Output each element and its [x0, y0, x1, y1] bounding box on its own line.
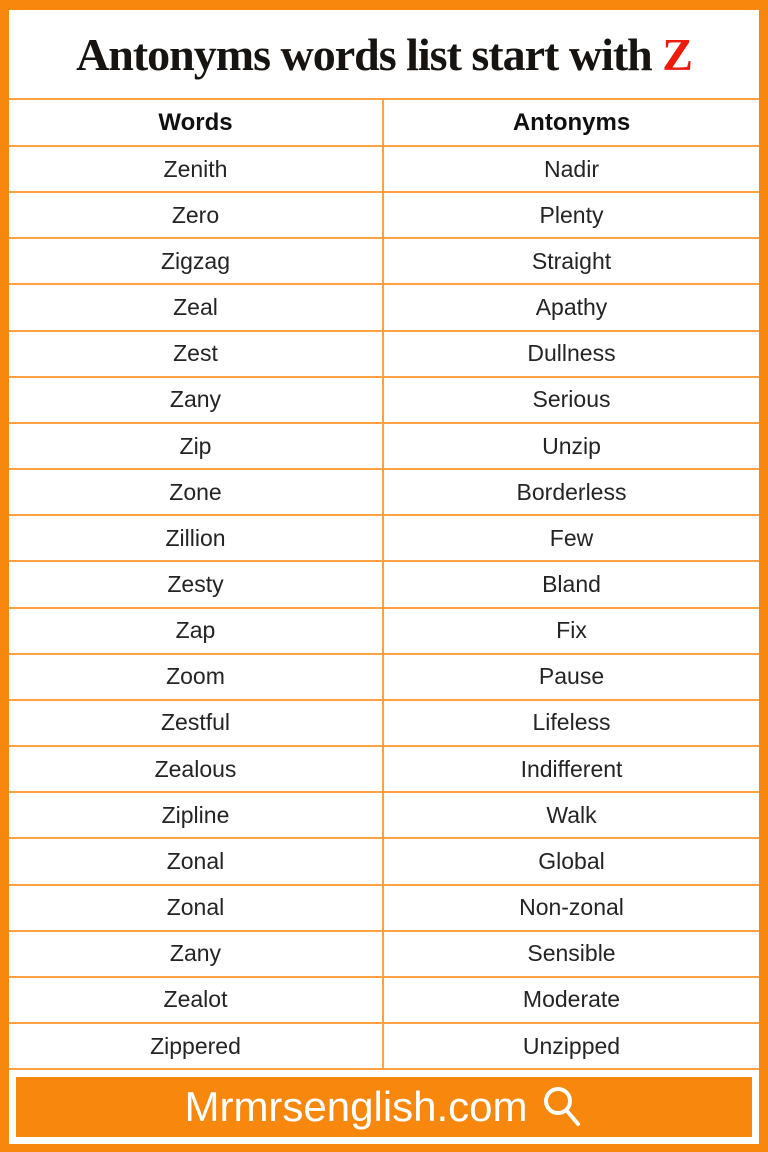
- table-row: Zipline Walk: [9, 793, 759, 840]
- word-cell: Zero: [9, 193, 384, 238]
- title-text: Antonyms words list start with: [76, 28, 653, 80]
- word-cell: Zany: [9, 377, 384, 422]
- antonym-cell: Few: [549, 524, 594, 551]
- word-cell: Zippered: [9, 1023, 384, 1069]
- column-header-antonyms: Antonyms: [512, 108, 631, 136]
- table-row: Zealot Moderate: [9, 977, 759, 1024]
- antonym-cell: Serious: [532, 386, 611, 413]
- word-cell: Zone: [9, 470, 384, 515]
- antonym-cell: Dullness: [527, 340, 616, 367]
- table-row: Zippered Unzipped: [9, 1023, 759, 1071]
- table-row: Zealous Indifferent: [9, 747, 759, 794]
- antonyms-table: Words Antonyms Zenith Nadir Zero Plenty Zigz…: [9, 98, 759, 1071]
- word-cell: Zealous: [9, 747, 384, 792]
- table-row: Zap Fix: [9, 608, 759, 655]
- word-cell: Zillion: [9, 516, 384, 561]
- table-row: Zany Serious: [9, 377, 759, 424]
- antonym-cell: Straight: [531, 247, 612, 274]
- word-cell: Zesty: [9, 562, 384, 607]
- table-row: Zip Unzip: [9, 423, 759, 471]
- table-row: Zone Borderless: [9, 470, 759, 517]
- title-bar: Antonyms words list start with Z: [9, 10, 759, 98]
- antonym-cell: Bland: [542, 570, 601, 597]
- column-header-words: Words: [9, 100, 384, 145]
- antonym-cell: Lifeless: [532, 709, 611, 736]
- antonym-cell: Indifferent: [520, 755, 623, 782]
- word-cell: Zealot: [9, 977, 384, 1022]
- word-cell: Zany: [9, 931, 384, 976]
- footer-bar: Mrmrsenglish.com: [13, 1074, 755, 1140]
- antonym-cell: Fix: [556, 617, 587, 644]
- word-cell: Zoom: [9, 654, 384, 699]
- table-row: Zonal Non-zonal: [9, 885, 759, 932]
- word-cell: Zonal: [9, 885, 384, 930]
- word-cell: Zigzag: [9, 239, 384, 284]
- antonym-cell: Nadir: [544, 155, 599, 182]
- antonym-cell: Unzipped: [522, 1032, 621, 1059]
- table-row: Zenith Nadir: [9, 147, 759, 194]
- table-row: Zeal Apathy: [9, 285, 759, 332]
- table-row: Zero Plenty: [9, 193, 759, 240]
- antonym-cell: Non-zonal: [519, 894, 624, 921]
- word-cell: Zap: [9, 608, 384, 653]
- table-row: Zany Sensible: [9, 931, 759, 978]
- antonym-cell: Global: [538, 847, 605, 874]
- word-cell: Zipline: [9, 793, 384, 838]
- table-row: Zonal Global: [9, 839, 759, 886]
- word-cell: Zenith: [9, 147, 384, 192]
- antonym-cell: Borderless: [516, 478, 627, 505]
- antonym-cell: Walk: [546, 801, 597, 828]
- word-cell: Zonal: [9, 839, 384, 884]
- search-icon: [543, 1087, 580, 1126]
- antonym-cell: Moderate: [522, 986, 621, 1013]
- antonym-cell: Plenty: [539, 201, 604, 228]
- table-row: Zest Dullness: [9, 331, 759, 378]
- table-row: Zillion Few: [9, 516, 759, 563]
- antonym-cell: Unzip: [542, 432, 601, 459]
- table-row: Zesty Bland: [9, 562, 759, 609]
- word-cell: Zestful: [9, 700, 384, 746]
- antonym-cell: Pause: [538, 663, 605, 690]
- antonym-cell: Sensible: [527, 940, 616, 967]
- site-name: Mrmrsenglish.com: [184, 1083, 528, 1130]
- table-header-row: Words Antonyms: [9, 100, 759, 147]
- word-cell: Zip: [9, 423, 384, 469]
- word-cell: Zest: [9, 331, 384, 376]
- word-cell: Zeal: [9, 285, 384, 330]
- table-row: Zoom Pause: [9, 654, 759, 701]
- page-title: Antonyms words list start with Z: [76, 28, 693, 81]
- title-highlight-letter: Z: [662, 28, 693, 80]
- table-row: Zestful Lifeless: [9, 700, 759, 748]
- content-panel: Antonyms words list start with Z Words A…: [9, 10, 759, 1144]
- antonym-cell: Apathy: [535, 294, 608, 321]
- table-row: Zigzag Straight: [9, 239, 759, 286]
